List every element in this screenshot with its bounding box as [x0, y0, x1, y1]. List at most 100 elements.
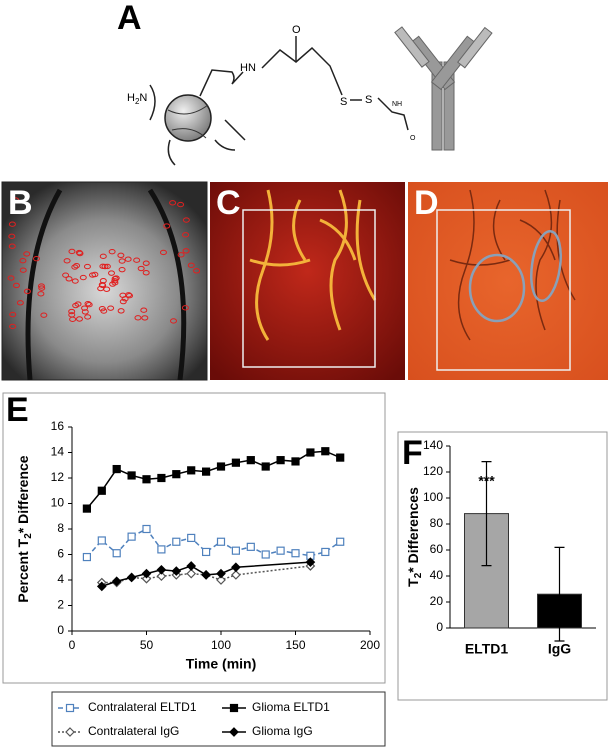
- point: [97, 486, 106, 495]
- roi-mark: [111, 280, 119, 286]
- point: [261, 462, 270, 471]
- panel-label: A: [117, 0, 142, 37]
- roi-mark: [101, 263, 109, 270]
- point: [96, 581, 107, 592]
- roi-mark: [63, 258, 71, 264]
- roi-mark: [182, 232, 190, 238]
- x-tick-label: 200: [360, 638, 380, 652]
- roi-mark: [23, 251, 31, 257]
- point: [231, 546, 240, 555]
- axis-label: T2* Differences: [405, 487, 424, 587]
- point: [201, 570, 211, 580]
- skull-edge: [25, 188, 187, 381]
- molecule-label: HN: [240, 62, 256, 74]
- roi-mark: [170, 318, 178, 324]
- y-tick-label: 14: [51, 445, 65, 459]
- roi-mark: [118, 258, 126, 264]
- point: [97, 536, 106, 545]
- roi-mark: [32, 255, 40, 262]
- roi-mark: [140, 307, 148, 313]
- y-tick-label: 100: [423, 490, 443, 504]
- roi-mark: [72, 302, 80, 309]
- y-tick-label: 120: [423, 464, 443, 478]
- roi-mark: [19, 257, 27, 264]
- molecule-label: S: [340, 96, 347, 108]
- point: [157, 473, 166, 483]
- roi-box: [436, 209, 571, 371]
- y-tick-label: 12: [51, 470, 65, 484]
- roi-mark: [137, 265, 145, 272]
- roi-mark: [84, 314, 92, 320]
- roi-mark: [38, 285, 46, 291]
- roi-mark: [9, 323, 17, 330]
- axis-label-part: Percent T: [15, 538, 31, 602]
- panel-a: A H2N HN O S S NH O: [117, 0, 493, 166]
- point: [306, 448, 315, 457]
- roi-mark: [16, 300, 24, 306]
- roi-mark: [23, 288, 31, 295]
- y-tick-label: 10: [51, 496, 65, 510]
- annotation: ***: [478, 473, 495, 489]
- roi-mark: [69, 316, 77, 323]
- point: [276, 456, 285, 465]
- point: [186, 568, 197, 579]
- difference-image: [408, 182, 608, 380]
- point: [186, 561, 197, 571]
- y-tick-label: 4: [57, 572, 64, 586]
- point: [321, 547, 330, 557]
- roi-mark: [89, 272, 97, 278]
- x-tick-label: 50: [140, 638, 154, 652]
- point: [127, 471, 136, 480]
- vessel: [449, 189, 576, 341]
- roi-mark: [125, 292, 133, 298]
- point: [112, 549, 121, 558]
- panel-label: F: [402, 434, 423, 472]
- roi-mark: [12, 197, 20, 203]
- point: [216, 462, 226, 471]
- legend-label: Glioma ELTD1: [252, 700, 330, 714]
- roi-mark: [99, 278, 107, 284]
- x-axis-label: Time (min): [186, 656, 257, 672]
- y-tick-label: 16: [51, 419, 65, 433]
- point: [305, 557, 316, 567]
- roi-mark: [84, 300, 92, 307]
- roi-mark: [8, 221, 16, 227]
- roi-mark: [111, 278, 119, 284]
- roi-mark: [124, 256, 132, 262]
- roi-mark: [182, 217, 190, 223]
- roi-mark: [181, 305, 189, 311]
- roi-mark: [177, 201, 185, 208]
- roi-mark: [133, 257, 141, 263]
- point: [172, 537, 181, 546]
- roi-mark: [62, 272, 70, 278]
- roi-mark: [7, 275, 15, 281]
- molecule-label: NH: [392, 101, 402, 108]
- roi-mark: [8, 243, 16, 249]
- point: [216, 568, 226, 579]
- roi-mark: [68, 248, 76, 255]
- legend-marker: [229, 727, 239, 737]
- point: [246, 456, 255, 465]
- roi-mark: [117, 252, 125, 259]
- y-tick-label: 0: [57, 623, 64, 637]
- panel-b: B: [1, 181, 208, 381]
- roi-mark: [193, 268, 201, 274]
- roi-mark: [81, 309, 89, 315]
- roi-mark: [142, 270, 150, 276]
- roi-mark: [159, 249, 167, 256]
- y-tick-label: 6: [57, 547, 64, 561]
- roi-mark: [71, 278, 79, 284]
- x-tick-label: IgG: [548, 641, 571, 657]
- point: [156, 564, 167, 575]
- point: [202, 547, 211, 557]
- point: [157, 545, 166, 554]
- roi-mark: [75, 249, 83, 256]
- point: [336, 453, 345, 462]
- roi-mark: [107, 305, 115, 311]
- roi-mark: [177, 252, 185, 258]
- roi-mark: [12, 282, 20, 289]
- roi-mark: [100, 308, 108, 314]
- roi-mark: [107, 270, 115, 276]
- sphere-line: [167, 104, 209, 139]
- mri-image: [1, 181, 208, 381]
